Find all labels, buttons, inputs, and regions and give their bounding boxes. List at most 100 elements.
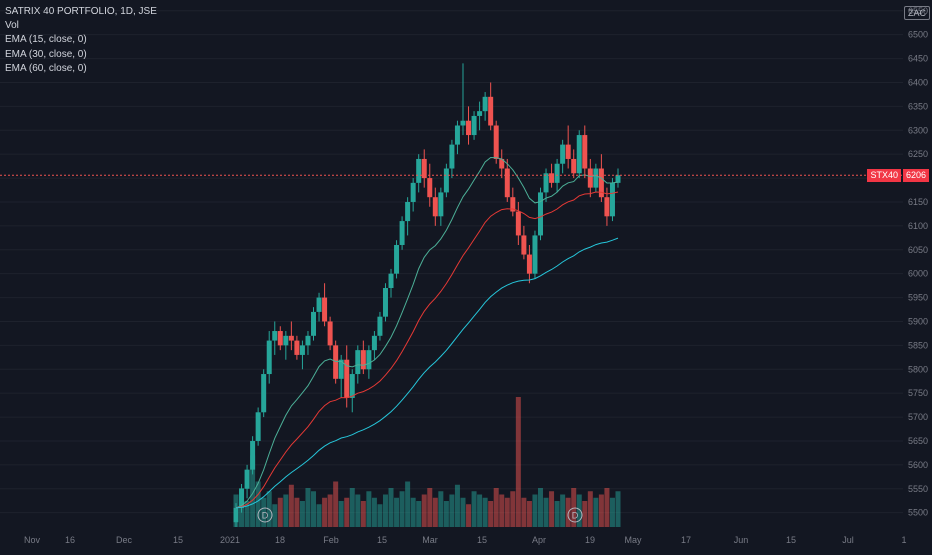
candle-body <box>360 350 366 370</box>
volume-bar <box>604 488 610 527</box>
candle-body <box>466 120 472 136</box>
dividend-marker <box>567 507 583 523</box>
ema-line-30 <box>235 191 619 509</box>
y-tick-label: 6300 <box>908 125 928 135</box>
candle-body <box>432 197 438 217</box>
x-tick-label: 2021 <box>220 535 240 545</box>
candle-body <box>521 235 527 255</box>
legend-ema15[interactable]: EMA (15, close, 0) <box>5 34 87 46</box>
y-tick-label: 6350 <box>908 101 928 111</box>
volume-bar <box>460 497 466 527</box>
x-tick-label: 15 <box>786 535 796 545</box>
volume-bar <box>272 504 278 527</box>
dividend-label: D <box>262 511 269 521</box>
candle-body <box>438 192 444 217</box>
volume-bar <box>255 481 261 527</box>
candle-body <box>327 321 333 346</box>
candle-body <box>405 201 411 222</box>
volume-bar <box>394 497 400 527</box>
legend-ema30[interactable]: EMA (30, close, 0) <box>5 48 87 60</box>
y-tick-label: 5800 <box>908 364 928 374</box>
candle-body <box>410 182 416 202</box>
candle-body <box>299 345 305 355</box>
x-tick-label: 18 <box>275 535 285 545</box>
volume-bar <box>537 488 543 527</box>
candle-body <box>272 331 278 341</box>
candle-body <box>604 197 610 217</box>
candle-body <box>609 182 615 217</box>
candle-body <box>454 125 460 145</box>
candle-body <box>261 374 267 413</box>
ema-line-15 <box>235 156 619 509</box>
candle-body <box>587 168 593 188</box>
y-tick-label: 5850 <box>908 340 928 350</box>
candle-body <box>427 178 433 198</box>
y-tick-label: 5700 <box>908 412 928 422</box>
candle-body <box>283 335 289 346</box>
candle-body <box>277 331 283 346</box>
volume-bar <box>493 488 499 527</box>
legend-vol[interactable]: Vol <box>5 20 19 32</box>
volume-bar <box>299 501 305 527</box>
volume-bar <box>416 501 422 527</box>
candle-body <box>344 359 350 398</box>
candle-body <box>565 144 571 159</box>
dividend-marker <box>257 507 273 523</box>
candle-body <box>510 197 516 212</box>
volume-bar <box>233 494 239 527</box>
candle-body <box>460 120 466 126</box>
volume-bar <box>571 488 577 527</box>
candle-body <box>593 168 599 188</box>
candle-body <box>582 135 588 169</box>
volume-bar <box>432 497 438 527</box>
y-tick-label: 6400 <box>908 77 928 87</box>
candle-body <box>311 311 317 336</box>
volume-bar <box>593 497 599 527</box>
volume-bar <box>338 501 344 527</box>
candle-body <box>416 158 422 183</box>
volume-bar <box>427 488 433 527</box>
candle-body <box>598 168 604 198</box>
y-tick-label: 6100 <box>908 221 928 231</box>
candle-body <box>388 273 394 289</box>
candle-body <box>255 412 261 441</box>
candle-body <box>316 297 322 312</box>
x-tick-label: 15 <box>377 535 387 545</box>
volume-bar <box>288 484 294 527</box>
candle-body <box>443 168 449 193</box>
volume-bar <box>532 494 538 527</box>
chart-legend: SATRIX 40 PORTFOLIO, 1D, JSE Vol EMA (15… <box>5 5 157 76</box>
x-tick-label: Nov <box>24 535 41 545</box>
candle-body <box>288 335 294 341</box>
volume-bar <box>349 488 355 527</box>
volume-bar <box>526 501 532 527</box>
volume-bar <box>371 497 377 527</box>
candle-body <box>333 345 339 379</box>
volume-bar <box>499 494 505 527</box>
y-tick-label: 6150 <box>908 197 928 207</box>
legend-title[interactable]: SATRIX 40 PORTFOLIO, 1D, JSE <box>5 6 157 17</box>
candle-body <box>338 359 344 379</box>
x-tick-label: Mar <box>422 535 438 545</box>
y-tick-label: 5950 <box>908 293 928 303</box>
candle-body <box>382 288 388 317</box>
candle-body <box>322 297 328 322</box>
volume-bar <box>277 497 283 527</box>
volume-bar <box>366 491 372 527</box>
candle-body <box>488 96 494 126</box>
volume-bar <box>382 494 388 527</box>
y-tick-label: 5500 <box>908 508 928 518</box>
volume-bar <box>261 497 267 527</box>
volume-bar <box>587 491 593 527</box>
volume-bar <box>598 494 604 527</box>
candle-body <box>377 316 383 336</box>
legend-ema60[interactable]: EMA (60, close, 0) <box>5 62 87 74</box>
volume-bar <box>405 481 411 527</box>
currency-label[interactable]: ZAC <box>904 6 930 20</box>
candle-body <box>477 111 483 116</box>
candle-body <box>549 173 555 183</box>
y-tick-label: 5650 <box>908 436 928 446</box>
candle-body <box>493 125 499 159</box>
